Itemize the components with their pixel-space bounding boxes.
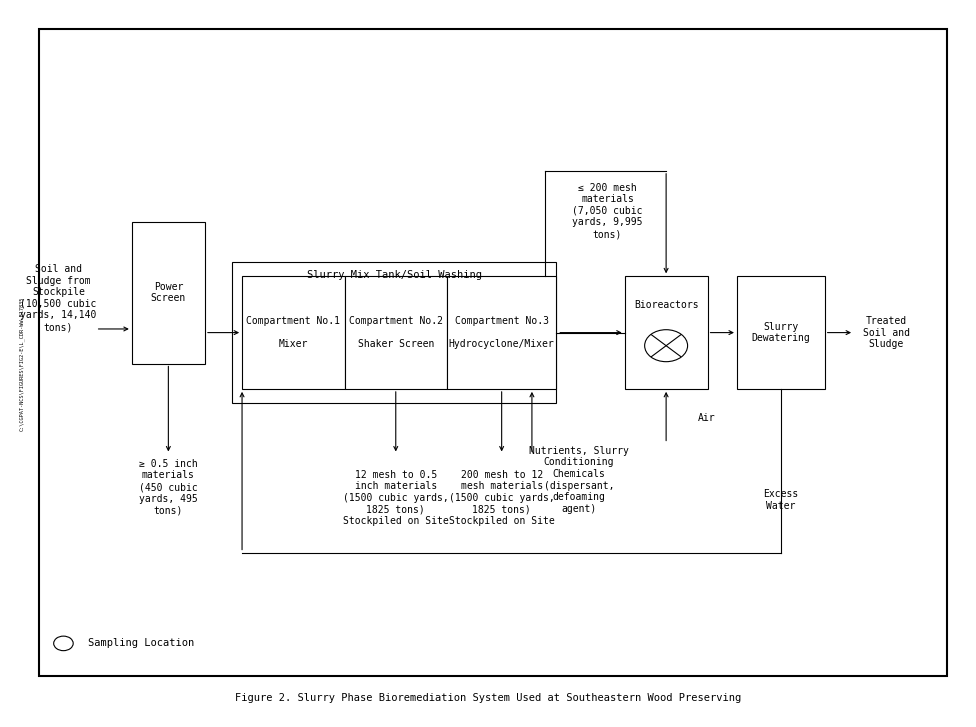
Text: Nutrients, Slurry
Conditioning
Chemicals
(dispersant,
defoaming
agent): Nutrients, Slurry Conditioning Chemicals… [529,446,629,514]
Text: Compartment No.1

Mixer: Compartment No.1 Mixer [246,316,341,349]
Text: Bioreactors: Bioreactors [633,300,699,310]
Text: Air: Air [697,413,715,423]
Circle shape [54,636,73,651]
Text: Slurry
Dewatering: Slurry Dewatering [752,322,810,343]
Text: Treated
Soil and
Sludge: Treated Soil and Sludge [863,316,910,349]
Text: Compartment No.3

Hydrocyclone/Mixer: Compartment No.3 Hydrocyclone/Mixer [449,316,554,349]
Text: 200 mesh to 12
mesh materials
(1500 cubic yards,
1825 tons)
Stockpiled on Site: 200 mesh to 12 mesh materials (1500 cubi… [449,470,554,526]
Bar [447,276,556,389]
Text: C:\CGPAT-NCS\FIGURES\FIG2-E\L_CDR-WW-B17835: C:\CGPAT-NCS\FIGURES\FIG2-E\L_CDR-WW-B17… [19,297,24,430]
Text: Figure 2. Slurry Phase Bioremediation System Used at Southeastern Wood Preservin: Figure 2. Slurry Phase Bioremediation Sy… [235,693,741,703]
Text: Excess
Water: Excess Water [763,489,798,510]
Text: Slurry Mix Tank/Soil Washing: Slurry Mix Tank/Soil Washing [306,270,482,281]
Bar [625,276,708,389]
Circle shape [645,330,688,362]
Text: 12 mesh to 0.5
inch materials
(1500 cubic yards,
1825 tons)
Stockpiled on Site: 12 mesh to 0.5 inch materials (1500 cubi… [343,470,449,526]
Bar [242,276,345,389]
Bar [345,276,447,389]
Text: Soil and
Sludge from
Stockpile
(10,500 cubic
yards, 14,140
tons): Soil and Sludge from Stockpile (10,500 c… [20,264,97,332]
Bar [132,222,205,364]
Text: Compartment No.2

Shaker Screen: Compartment No.2 Shaker Screen [348,316,443,349]
Bar [737,276,825,389]
Text: Power
Screen: Power Screen [150,282,186,303]
Text: ≥ 0.5 inch
materials
(450 cubic
yards, 495
tons): ≥ 0.5 inch materials (450 cubic yards, 4… [139,459,198,515]
Text: ≤ 200 mesh
materials
(7,050 cubic
yards, 9,995
tons): ≤ 200 mesh materials (7,050 cubic yards,… [572,182,643,239]
Bar [39,29,947,676]
Bar [232,262,556,403]
Text: Sampling Location: Sampling Location [88,638,194,648]
